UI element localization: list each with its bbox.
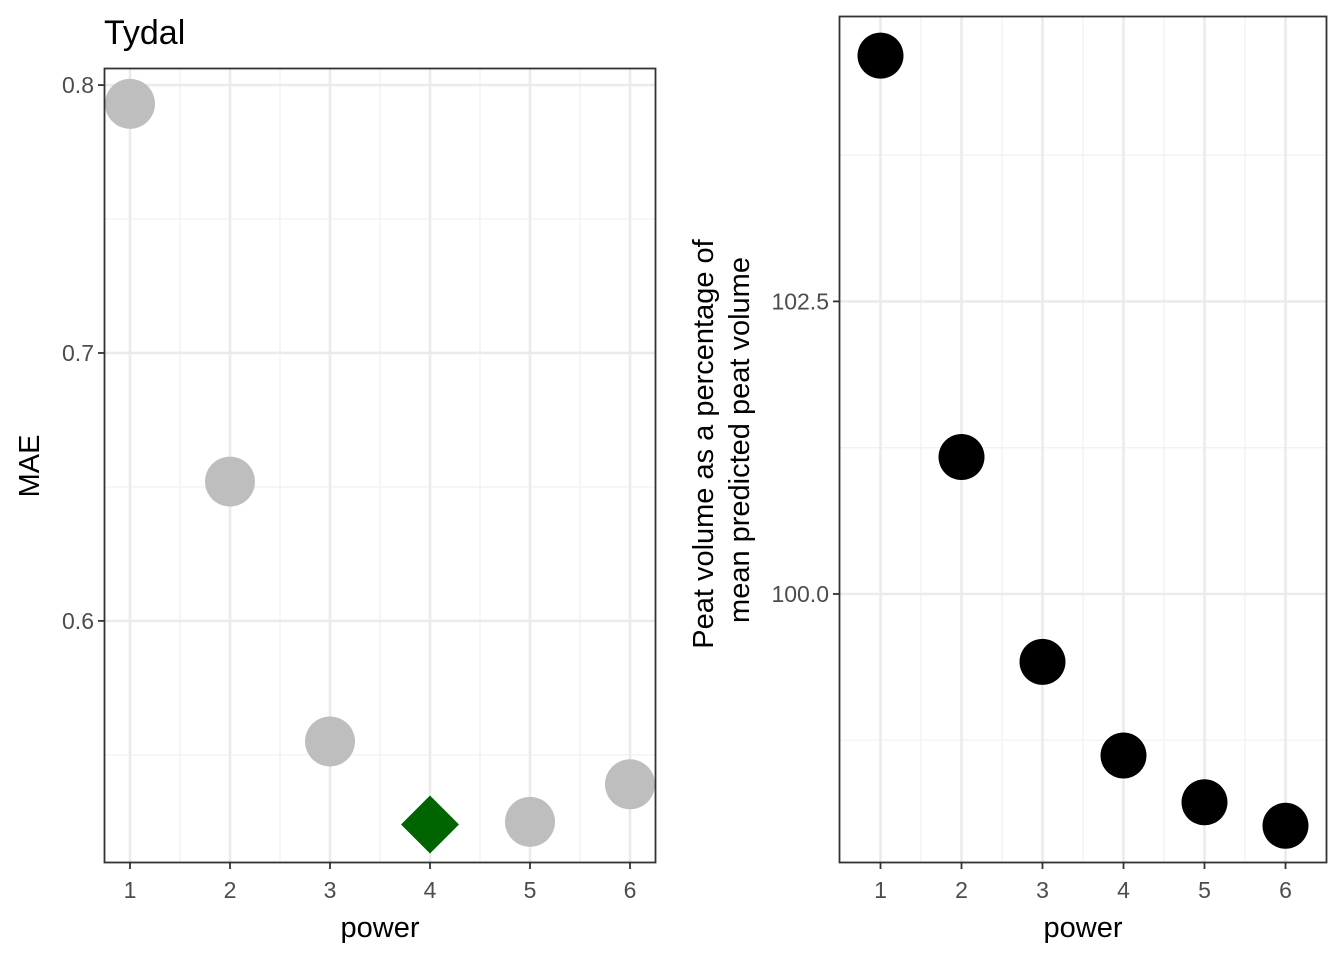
left-data-point <box>505 796 555 847</box>
left-x-axis-title: power <box>341 912 420 944</box>
right-data-points <box>857 32 1309 849</box>
right-y-axis-title: Peat volume as a percentage of mean pred… <box>688 231 756 649</box>
left-y-tick-label: 0.8 <box>62 72 94 98</box>
left-x-tick-label: 2 <box>224 877 237 903</box>
left-x-tick-label: 1 <box>124 877 137 903</box>
right-y-tick-label: 100.0 <box>771 581 829 607</box>
right-axis-ticks: 1 2 3 4 5 6 100.0 102.5 <box>771 288 1291 903</box>
right-panel: 1 2 3 4 5 6 100.0 102.5 power Peat volume as a … <box>688 15 1328 944</box>
left-x-tick-label: 6 <box>624 877 637 903</box>
right-x-tick-label: 4 <box>1117 877 1130 903</box>
left-y-axis-title: MAE <box>14 435 46 498</box>
left-data-point <box>605 759 655 810</box>
right-x-axis-title: power <box>1044 912 1123 944</box>
left-chart-title: Tydal <box>104 14 185 52</box>
right-data-point <box>1100 732 1147 779</box>
right-data-point <box>1181 779 1228 826</box>
right-data-point <box>1262 802 1309 849</box>
left-y-tick-label: 0.7 <box>62 340 94 366</box>
left-data-point <box>105 78 155 129</box>
right-x-tick-label: 1 <box>874 877 887 903</box>
left-x-tick-label: 3 <box>324 877 337 903</box>
left-data-point <box>305 716 355 767</box>
right-x-tick-label: 6 <box>1279 877 1292 903</box>
left-panel-border <box>103 67 657 864</box>
right-y-tick-label: 102.5 <box>771 288 829 314</box>
right-x-tick-label: 5 <box>1198 877 1211 903</box>
left-gridlines <box>105 69 655 862</box>
right-y-axis-title-line-1: Peat volume as a percentage of <box>688 238 720 648</box>
left-x-tick-label: 5 <box>524 877 537 903</box>
right-y-axis-title-line-2: mean predicted peat volume <box>724 257 756 623</box>
right-data-point <box>857 32 904 79</box>
right-panel-border <box>838 15 1328 864</box>
left-data-points <box>105 78 655 854</box>
left-data-point <box>205 456 255 507</box>
right-data-point <box>1019 638 1066 685</box>
right-gridlines <box>840 17 1326 862</box>
left-y-tick-label: 0.6 <box>62 608 94 634</box>
right-x-tick-label: 2 <box>955 877 968 903</box>
right-data-point <box>938 434 985 481</box>
right-x-tick-label: 3 <box>1036 877 1049 903</box>
left-x-tick-label: 4 <box>424 877 437 903</box>
left-panel: Tydal 1 2 3 4 5 6 0.6 0.7 0.8 power MAE <box>14 14 657 944</box>
left-data-point-selected <box>401 795 459 854</box>
left-axis-ticks: 1 2 3 4 5 6 0.6 0.7 0.8 <box>62 72 636 903</box>
